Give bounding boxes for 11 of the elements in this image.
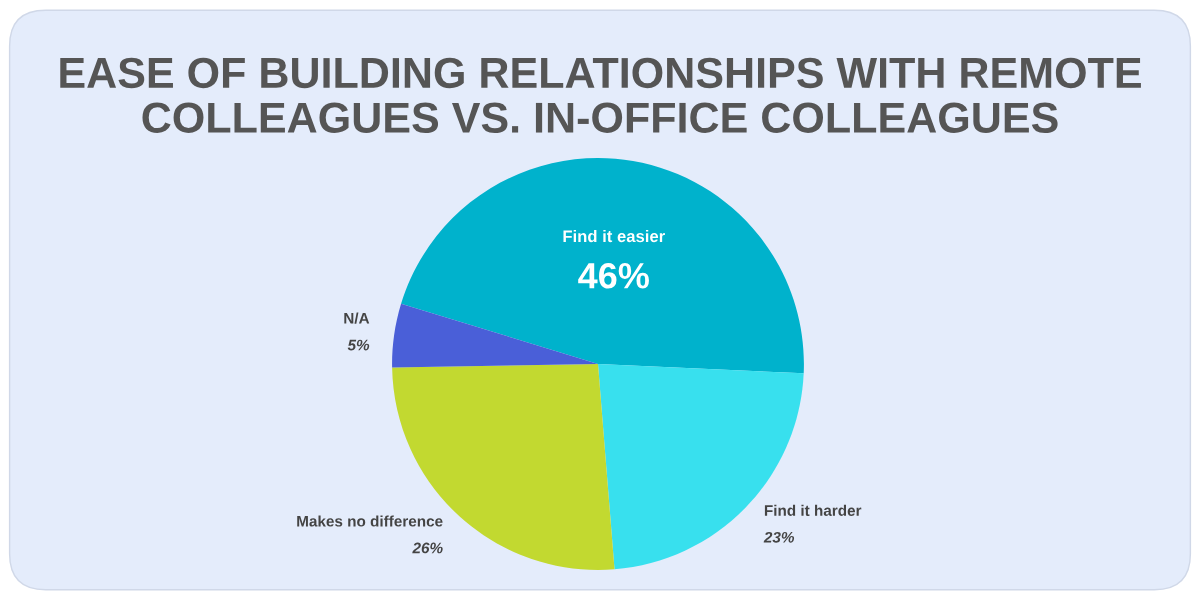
- data-label: 23%: [763, 531, 795, 543]
- pie-slice: [401, 158, 804, 374]
- slice-label: Find it harder: [764, 504, 862, 516]
- slice-label: Makes no difference: [297, 515, 443, 527]
- slice-label: Find it easier: [563, 229, 665, 243]
- slice-label: N/A: [344, 312, 370, 324]
- data-label: 5%: [347, 339, 370, 351]
- pie-slice: [392, 303, 598, 368]
- data-label: 26%: [412, 542, 443, 554]
- chart-title: EASE OF BUILDING RELATIONSHIPS WITH REMOTE COLLEAGUES VS. IN-OFFICE COLLEAGUES: [60, 57, 1141, 133]
- data-label: 46%: [578, 262, 649, 289]
